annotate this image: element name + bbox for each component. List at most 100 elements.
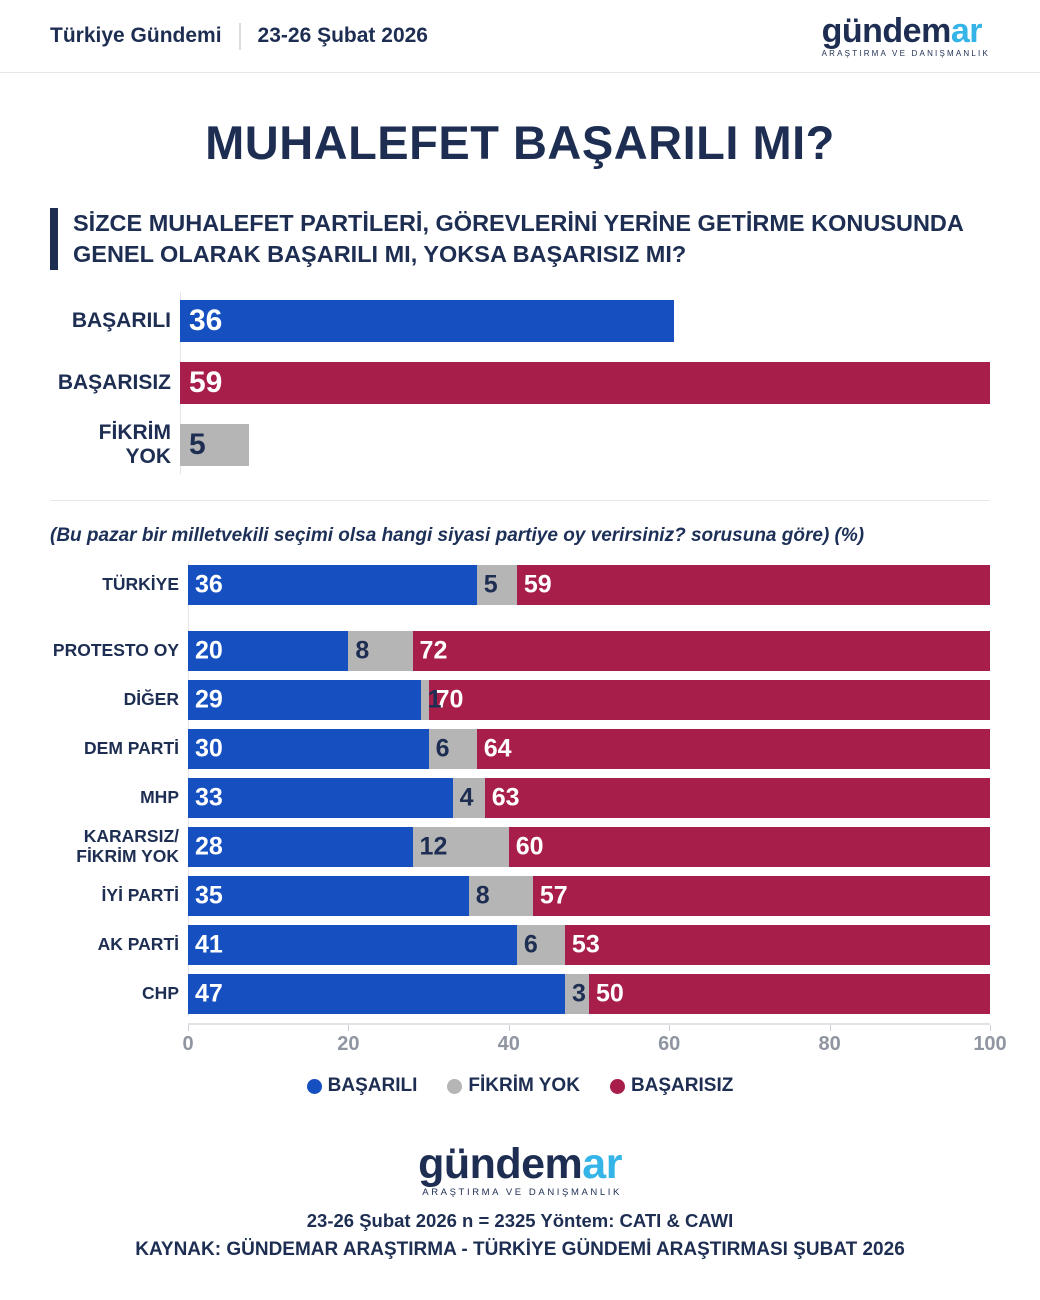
stacked-segment-2: 60	[508, 827, 990, 868]
stacked-bar-track: 47 3 50	[188, 974, 990, 1015]
stacked-segment-value: 59	[523, 570, 552, 599]
stacked-segment-2: 59	[516, 565, 990, 606]
axis-tick-label: 0	[182, 1033, 194, 1056]
survey-question: SİZCE MUHALEFET PARTİLERİ, GÖREVLERİNİ Y…	[50, 208, 990, 271]
stacked-bar-track: 36 5 59	[188, 565, 990, 606]
stacked-segment-1: 6	[516, 925, 565, 966]
summary-bar-value: 5	[189, 428, 206, 462]
stacked-category-label: TÜRKİYE	[102, 574, 179, 595]
stacked-bar-track: 28 12 60	[188, 827, 990, 868]
stacked-segment-value: 20	[195, 636, 223, 665]
footer-logo-word-navy: gündem	[418, 1140, 583, 1189]
stacked-row: CHP 47 3 50	[50, 974, 990, 1015]
axis-tick-mark	[188, 1025, 189, 1032]
stacked-segment-value: 47	[195, 979, 223, 1008]
stacked-segment-0: 30	[188, 729, 429, 770]
stacked-segment-2: 53	[564, 925, 990, 966]
stacked-bar-track: 33 4 63	[188, 778, 990, 819]
stacked-segment-2: 70	[428, 680, 990, 721]
legend-item: FİKRİM YOK	[447, 1075, 580, 1097]
stacked-segment-value: 63	[491, 783, 520, 812]
axis-tick-label: 80	[818, 1033, 841, 1056]
page-title: MUHALEFET BAŞARILI MI?	[205, 116, 835, 169]
axis-tick-label: 100	[973, 1033, 1007, 1056]
brand-title: Türkiye Gündemi	[50, 24, 222, 47]
source-text: KAYNAK: GÜNDEMAR ARAŞTIRMA - TÜRKİYE GÜN…	[135, 1239, 905, 1261]
stacked-category-label: İYİ PARTİ	[101, 885, 179, 906]
stacked-segment-0: 47	[188, 974, 565, 1015]
stacked-segment-value: 4	[459, 783, 474, 812]
stacked-row: PROTESTO OY 20 8 72	[50, 631, 990, 672]
stacked-segment-value: 1	[427, 685, 442, 714]
stacked-segment-value: 64	[483, 734, 512, 763]
summary-category-label: FİKRİM YOK	[98, 421, 171, 469]
stacked-category-label: MHP	[140, 787, 179, 808]
summary-category-label: BAŞARISIZ	[57, 371, 171, 395]
stacked-segment-0: 28	[188, 827, 413, 868]
stacked-category-label: KARARSIZ/ FİKRİM YOK	[76, 826, 179, 867]
summary-category-label: BAŞARILI	[71, 309, 171, 333]
stacked-segment-value: 12	[419, 832, 448, 861]
stacked-segment-2: 63	[484, 778, 990, 819]
summary-row: FİKRİM YOK 5	[50, 421, 990, 469]
stacked-segment-value: 6	[435, 734, 450, 763]
stacked-segment-value: 33	[195, 783, 223, 812]
stacked-row: TÜRKİYE 36 5 59	[50, 565, 990, 606]
stacked-segment-value: 29	[195, 685, 223, 714]
stacked-segment-1: 3	[564, 974, 589, 1015]
legend-label: BAŞARILI	[327, 1075, 418, 1097]
stacked-segment-value: 60	[515, 832, 544, 861]
stacked-segment-1: 8	[348, 631, 413, 672]
stacked-segment-value: 8	[355, 636, 370, 665]
axis-tick-label: 60	[658, 1033, 681, 1056]
gundemar-logo: gündemar ARAŞTIRMA VE DANIŞMANLIK	[822, 14, 990, 58]
stacked-segment-1: 4	[452, 778, 485, 819]
stacked-segment-value: 28	[195, 832, 223, 861]
stacked-segment-value: 70	[435, 685, 464, 714]
legend-label: FİKRİM YOK	[468, 1075, 580, 1097]
stacked-row: MHP 33 4 63	[50, 778, 990, 819]
stacked-bar-track: 35 8 57	[188, 876, 990, 917]
summary-bar-track: 59	[180, 362, 990, 405]
stacked-segment-value: 6	[523, 930, 538, 959]
stacked-segment-value: 57	[539, 881, 568, 910]
summary-bar: 36	[180, 300, 675, 343]
axis-tick-mark	[348, 1025, 350, 1032]
axis-tick-mark	[508, 1025, 510, 1032]
stacked-category-label: CHP	[142, 983, 179, 1004]
stacked-segment-1: 8	[468, 876, 533, 917]
stacked-bar-track: 20 8 72	[188, 631, 990, 672]
stacked-row: DEM PARTİ 30 6 64	[50, 729, 990, 770]
legend-item: BAŞARISIZ	[609, 1075, 733, 1097]
stacked-segment-0: 41	[188, 925, 517, 966]
summary-bar-chart: BAŞARILI 36 BAŞARISIZ 59 FİKRİM YOK 5	[50, 292, 990, 475]
footer-logo-tagline: ARAŞTIRMA VE DANIŞMANLIK	[422, 1187, 622, 1199]
stacked-segment-value: 30	[195, 734, 223, 763]
logo-word-cyan: ar	[950, 12, 983, 50]
stacked-segment-2: 64	[476, 729, 990, 770]
stacked-category-label: PROTESTO OY	[52, 640, 179, 661]
legend-dot-icon	[306, 1078, 322, 1094]
stacked-segment-value: 53	[571, 930, 600, 959]
legend-item: BAŞARILI	[306, 1075, 418, 1097]
stacked-segment-2: 57	[532, 876, 990, 917]
stacked-segment-1: 6	[428, 729, 477, 770]
summary-chart-rows: BAŞARILI 36 BAŞARISIZ 59 FİKRİM YOK 5	[50, 300, 990, 469]
stacked-bar-chart: TÜRKİYE 36 5 59 PROTESTO OY 20 8 72 DİĞER 29 1 70 DE…	[50, 561, 990, 1017]
chart-legend: BAŞARILI FİKRİM YOK BAŞARISIZ	[0, 1075, 1040, 1097]
survey-question-line1: SİZCE MUHALEFET PARTİLERİ, GÖREVLERİNİ Y…	[73, 210, 964, 236]
section-separator	[50, 500, 990, 502]
summary-row: BAŞARISIZ 59	[50, 362, 990, 405]
stacked-segment-0: 33	[188, 778, 453, 819]
stacked-segment-0: 36	[188, 565, 477, 606]
stacked-bar-track: 29 1 70	[188, 680, 990, 721]
stacked-category-label: DEM PARTİ	[84, 738, 179, 759]
stacked-segment-value: 3	[571, 979, 586, 1008]
stacked-segment-0: 35	[188, 876, 469, 917]
axis-tick-label: 40	[497, 1033, 520, 1056]
legend-dot-icon	[609, 1078, 625, 1094]
summary-bar: 59	[180, 362, 990, 405]
stacked-bar-track: 41 6 53	[188, 925, 990, 966]
footer: gündemar ARAŞTIRMA VE DANIŞMANLIK 23-26 …	[0, 1143, 1040, 1261]
